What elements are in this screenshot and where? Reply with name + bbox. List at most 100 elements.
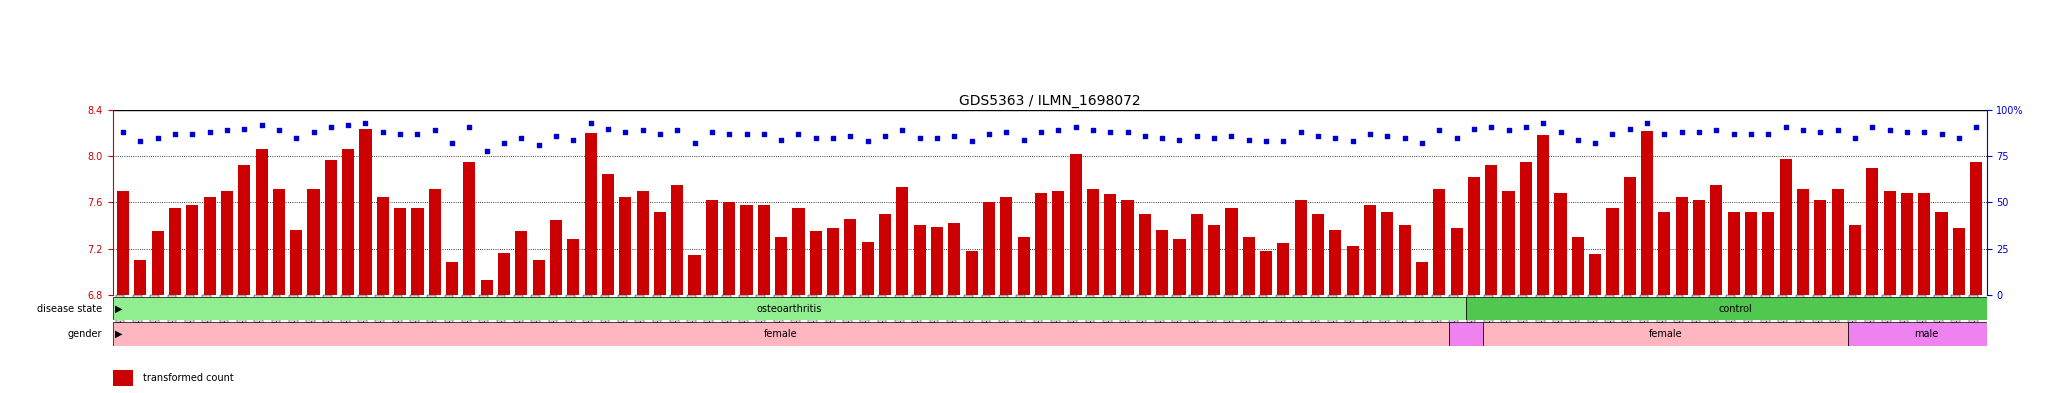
Bar <box>1139 214 1151 295</box>
Point <box>348 120 381 126</box>
Bar <box>1884 191 1896 295</box>
Text: male: male <box>1913 329 1937 339</box>
Bar <box>203 196 215 295</box>
Bar <box>862 242 874 295</box>
Bar <box>1606 208 1618 295</box>
Bar <box>1243 237 1255 295</box>
Point <box>1180 133 1212 139</box>
Point <box>713 131 745 137</box>
Point <box>1579 140 1612 147</box>
Bar <box>393 208 406 295</box>
Bar <box>1901 193 1913 295</box>
Bar <box>1919 193 1931 295</box>
Point <box>436 140 469 147</box>
Point <box>1595 131 1628 137</box>
Bar <box>1294 200 1307 295</box>
Bar <box>272 189 285 295</box>
Point <box>696 129 729 135</box>
Point <box>557 136 590 143</box>
Bar <box>412 208 424 295</box>
Bar <box>1970 162 1982 295</box>
Bar <box>1954 228 1964 295</box>
Point <box>954 138 987 145</box>
Point <box>262 127 295 134</box>
Bar <box>377 196 389 295</box>
Bar <box>1503 191 1516 295</box>
Bar <box>1831 189 1843 295</box>
Bar <box>879 214 891 295</box>
Point <box>1735 131 1767 137</box>
Bar <box>463 162 475 295</box>
Text: female: female <box>1649 329 1681 339</box>
Point <box>817 134 850 141</box>
Bar <box>1710 185 1722 295</box>
Point <box>1909 129 1942 135</box>
Point <box>1405 140 1438 147</box>
Point <box>539 133 571 139</box>
Bar <box>999 196 1012 295</box>
Point <box>506 134 539 141</box>
Bar <box>1815 200 1827 295</box>
Bar <box>1348 246 1358 295</box>
Bar <box>774 237 786 295</box>
Bar <box>672 185 684 295</box>
Point <box>1059 123 1092 130</box>
Bar <box>1796 189 1808 295</box>
Bar <box>1190 214 1202 295</box>
Point <box>176 131 209 137</box>
Bar <box>741 205 752 295</box>
Bar <box>238 165 250 295</box>
Point <box>1389 134 1421 141</box>
Text: osteoarthritis: osteoarthritis <box>756 303 821 314</box>
Point <box>1233 136 1266 143</box>
Point <box>608 129 641 135</box>
Point <box>1475 123 1507 130</box>
Point <box>1804 129 1837 135</box>
Point <box>1665 129 1698 135</box>
Point <box>332 122 365 128</box>
Bar <box>532 260 545 295</box>
Point <box>418 127 451 134</box>
Bar <box>113 297 1466 320</box>
Bar <box>221 191 233 295</box>
Point <box>1683 129 1716 135</box>
Point <box>1319 134 1352 141</box>
Point <box>193 129 225 135</box>
Bar <box>827 228 840 295</box>
Bar <box>326 160 338 295</box>
Bar <box>618 196 631 295</box>
Point <box>1370 133 1403 139</box>
Point <box>1786 127 1819 134</box>
Bar <box>723 202 735 295</box>
Point <box>158 131 190 137</box>
Point <box>1024 129 1057 135</box>
Point <box>1874 127 1907 134</box>
Bar <box>551 220 561 295</box>
Point <box>522 142 555 148</box>
Point <box>1751 131 1784 137</box>
Bar <box>1104 194 1116 295</box>
Bar <box>1399 226 1411 295</box>
Bar <box>1483 322 1847 346</box>
Bar <box>342 149 354 295</box>
Bar <box>1847 322 2003 346</box>
Bar <box>1174 239 1186 295</box>
Bar <box>602 174 614 295</box>
Point <box>1821 127 1853 134</box>
Bar <box>809 231 821 295</box>
Bar <box>1761 211 1774 295</box>
Point <box>141 134 174 141</box>
Bar <box>1849 226 1862 295</box>
Bar <box>481 280 494 295</box>
Point <box>1561 136 1593 143</box>
Bar <box>1935 211 1948 295</box>
Point <box>573 120 606 126</box>
Point <box>1042 127 1075 134</box>
Bar <box>1329 230 1341 295</box>
Text: control: control <box>1718 303 1751 314</box>
Bar <box>1053 191 1065 295</box>
Point <box>1700 127 1733 134</box>
Point <box>782 131 815 137</box>
Bar <box>983 202 995 295</box>
Bar <box>1745 211 1757 295</box>
